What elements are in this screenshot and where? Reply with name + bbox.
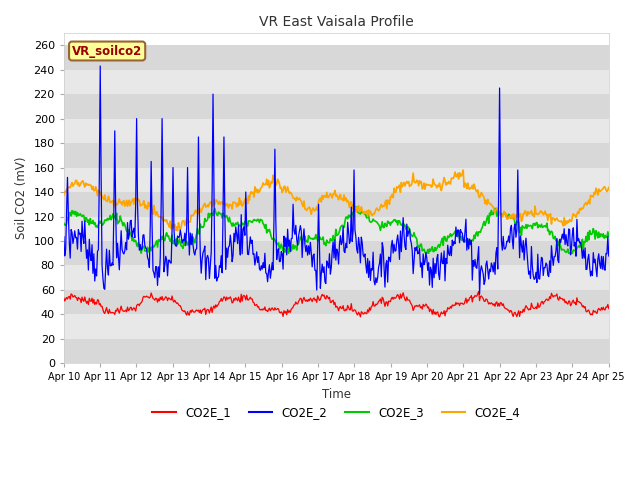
Text: VR_soilco2: VR_soilco2 — [72, 45, 142, 58]
Bar — [64, 314, 609, 339]
CO2E_1 — [156, 294, 164, 300]
Bar — [64, 168, 609, 192]
CO2E_1 — [307, 295, 314, 301]
CO2E_2 — [60, 234, 68, 240]
CO2E_2 — [605, 253, 612, 259]
Y-axis label: Soil CO2 (mV): Soil CO2 (mV) — [15, 157, 28, 240]
Legend: CO2E_1, CO2E_2, CO2E_3, CO2E_4: CO2E_1, CO2E_2, CO2E_3, CO2E_4 — [147, 401, 525, 423]
CO2E_1 — [60, 295, 68, 301]
Line: CO2E_2: CO2E_2 — [64, 66, 609, 294]
Title: VR East Vaisala Profile: VR East Vaisala Profile — [259, 15, 413, 29]
Bar — [64, 290, 609, 314]
CO2E_2 — [476, 291, 483, 297]
CO2E_3 — [426, 246, 433, 252]
CO2E_2 — [201, 243, 209, 249]
Line: CO2E_4: CO2E_4 — [64, 170, 609, 230]
CO2E_1 — [436, 314, 444, 320]
CO2E_1 — [424, 305, 431, 311]
CO2E_1 — [471, 293, 479, 299]
CO2E_4 — [472, 188, 480, 193]
CO2E_3 — [138, 251, 145, 256]
Bar — [64, 265, 609, 290]
Bar — [64, 143, 609, 168]
CO2E_3 — [352, 204, 360, 210]
Bar — [64, 241, 609, 265]
CO2E_3 — [383, 224, 390, 229]
CO2E_1 — [475, 289, 483, 295]
CO2E_1 — [200, 306, 208, 312]
CO2E_4 — [605, 185, 612, 191]
CO2E_1 — [605, 306, 612, 312]
CO2E_2 — [382, 261, 390, 267]
CO2E_1 — [381, 303, 389, 309]
CO2E_3 — [201, 216, 209, 221]
CO2E_3 — [307, 236, 315, 241]
CO2E_3 — [157, 234, 165, 240]
CO2E_2 — [425, 260, 433, 265]
Line: CO2E_1: CO2E_1 — [64, 292, 609, 317]
CO2E_4 — [382, 197, 390, 203]
CO2E_2 — [157, 202, 165, 207]
Bar — [64, 192, 609, 216]
Bar — [64, 339, 609, 363]
CO2E_4 — [173, 228, 181, 233]
Bar — [64, 94, 609, 119]
CO2E_4 — [201, 201, 209, 206]
Bar — [64, 70, 609, 94]
Bar — [64, 119, 609, 143]
CO2E_3 — [60, 220, 68, 226]
CO2E_2 — [97, 63, 104, 69]
CO2E_4 — [60, 192, 68, 198]
Bar — [64, 216, 609, 241]
Line: CO2E_3: CO2E_3 — [64, 207, 609, 253]
CO2E_4 — [425, 182, 433, 188]
X-axis label: Time: Time — [322, 388, 351, 401]
CO2E_2 — [307, 250, 315, 256]
CO2E_3 — [605, 233, 612, 239]
CO2E_2 — [471, 257, 479, 263]
CO2E_4 — [307, 211, 315, 217]
CO2E_4 — [156, 214, 164, 219]
CO2E_4 — [460, 167, 467, 173]
Bar — [64, 45, 609, 70]
CO2E_3 — [472, 230, 480, 236]
